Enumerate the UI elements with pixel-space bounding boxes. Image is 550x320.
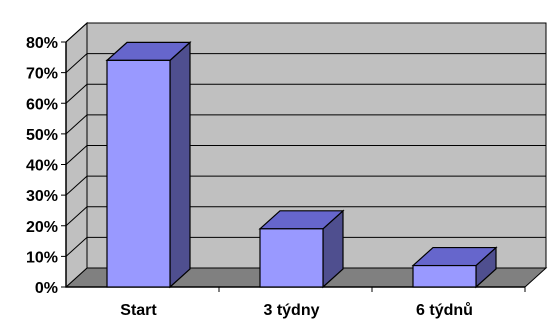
gridline <box>65 83 546 104</box>
bar-2 <box>258 209 345 289</box>
bar-1 <box>105 41 192 289</box>
bar-front-face <box>259 228 324 288</box>
y-tick-label: 50% <box>26 127 58 144</box>
y-tick-label: 0% <box>35 280 58 297</box>
y-tick-label: 60% <box>26 96 58 113</box>
x-tick-label: Start <box>120 302 157 319</box>
x-axis-category-labels: Start 3 týdny 6 týdnů <box>120 287 526 319</box>
bar-front-face <box>412 264 477 288</box>
gridline <box>65 206 546 227</box>
y-tick-label: 10% <box>26 249 58 266</box>
gridline <box>65 145 546 165</box>
y-tick-label: 80% <box>26 35 58 52</box>
y-tick-label: 40% <box>26 158 58 175</box>
chart-bars <box>105 41 498 289</box>
gridline <box>65 114 546 135</box>
y-tick-label: 70% <box>26 66 58 83</box>
x-tick-label: 3 týdny <box>263 302 319 319</box>
gridline <box>65 175 546 196</box>
x-tick-label: 6 týdnů <box>416 302 473 319</box>
y-tick-label: 30% <box>26 188 58 205</box>
chart-gridlines <box>65 22 546 257</box>
bar-front-face <box>106 59 171 288</box>
bar-side-face <box>169 41 191 289</box>
gridline <box>65 236 546 257</box>
bar-3 <box>411 246 498 289</box>
gridline <box>65 53 546 73</box>
gridline <box>65 22 546 43</box>
y-axis-tick-labels: 0% 10% 20% 30% 40% 50% 60% 70% 80% <box>26 35 66 297</box>
y-tick-label: 20% <box>26 219 58 236</box>
